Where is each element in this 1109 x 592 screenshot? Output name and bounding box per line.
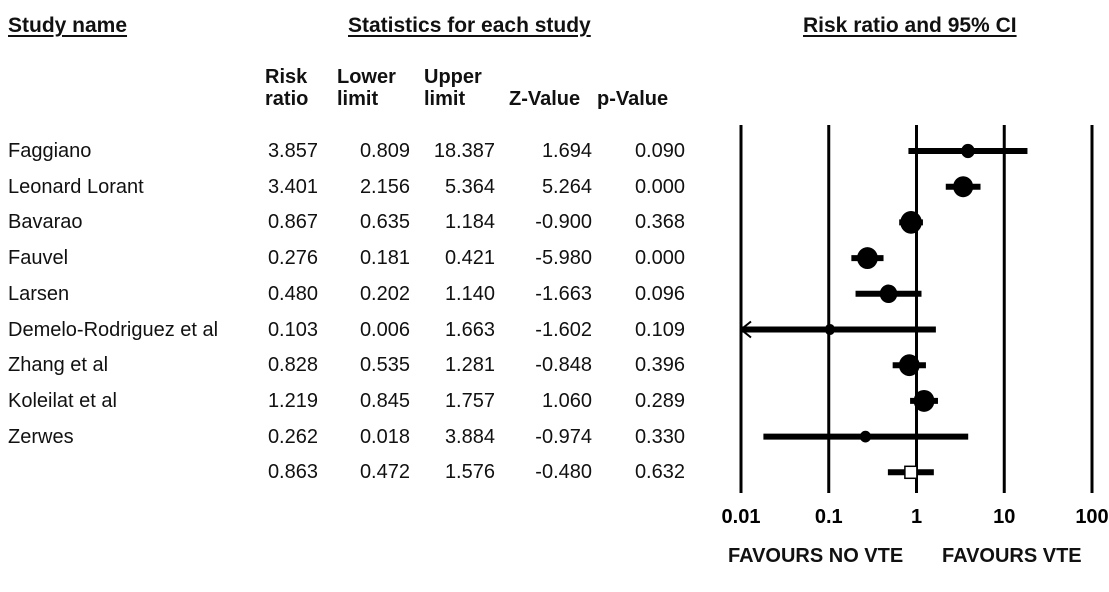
p-cell: 0.368 <box>634 211 685 234</box>
study-point <box>953 176 974 198</box>
p-cell: 0.289 <box>634 389 685 412</box>
lower-cell: 0.006 <box>359 318 410 341</box>
study-name-cell: Fauvel <box>8 247 69 270</box>
column-header-line2: limit <box>424 88 466 110</box>
column-header-line1: Upper <box>424 66 482 88</box>
study-point <box>898 354 920 377</box>
upper-cell: 5.364 <box>444 175 495 198</box>
z-cell: -5.980 <box>535 247 592 270</box>
p-cell: 0.632 <box>634 461 685 484</box>
study-point <box>857 247 878 270</box>
favours-vte-label: FAVOURS VTE <box>942 545 1082 567</box>
study-point <box>879 284 898 304</box>
column-header-line1 <box>597 66 668 88</box>
p-cell: 0.396 <box>634 354 685 377</box>
rr-cell: 0.262 <box>267 425 318 448</box>
column-header-line2: p-Value <box>597 88 669 110</box>
z-cell: 5.264 <box>541 175 592 198</box>
ci-arrow <box>739 320 752 339</box>
column-header: Upper limit <box>424 66 482 110</box>
rr-cell: 0.867 <box>267 211 318 234</box>
lower-cell: 2.156 <box>359 175 410 198</box>
p-cell: 0.109 <box>634 318 685 341</box>
z-cell: -0.848 <box>535 354 592 377</box>
upper-cell: 0.421 <box>444 247 495 270</box>
rr-cell: 0.276 <box>267 247 318 270</box>
z-cell: -1.663 <box>535 282 592 305</box>
study-name-cell: Koleilat et al <box>8 389 117 412</box>
upper-cell: 18.387 <box>433 140 495 162</box>
lower-cell: 0.472 <box>359 461 410 484</box>
column-header-line2: Z-Value <box>509 88 581 110</box>
z-cell: -1.602 <box>535 318 592 341</box>
x-tick-label: 0.01 <box>722 506 761 528</box>
x-tick-label: 1 <box>911 506 922 528</box>
z-cell: -0.900 <box>535 211 592 234</box>
column-header-line1 <box>509 66 580 88</box>
column-header-line2: ratio <box>265 88 309 110</box>
upper-cell: 1.576 <box>444 461 495 484</box>
study-point <box>961 143 975 159</box>
p-cell: 0.000 <box>634 247 685 270</box>
upper-cell: 1.140 <box>444 282 495 305</box>
rr-cell: 0.863 <box>267 461 318 484</box>
study-name-cell: Zhang et al <box>8 354 109 377</box>
column-header: Lower limit <box>337 66 396 110</box>
study-point <box>913 389 935 412</box>
pooled-point <box>904 465 918 480</box>
rr-cell: 0.828 <box>267 354 318 377</box>
lower-cell: 0.181 <box>359 247 410 270</box>
p-cell: 0.096 <box>634 282 685 305</box>
upper-cell: 1.757 <box>444 389 495 412</box>
upper-cell: 1.281 <box>444 354 495 377</box>
rr-cell: 3.401 <box>267 175 318 198</box>
study-name-cell: Leonard Lorant <box>8 175 144 198</box>
column-header: p-Value <box>597 66 668 110</box>
favours-no-vte-label: FAVOURS NO VTE <box>728 545 904 567</box>
study-point <box>900 211 922 234</box>
x-tick-label: 0.1 <box>815 506 843 528</box>
column-header: Z-Value <box>509 66 580 110</box>
study-point <box>824 324 836 335</box>
z-cell: 1.060 <box>541 389 592 412</box>
study-name-cell: Faggiano <box>8 140 92 162</box>
lower-cell: 0.809 <box>359 140 410 162</box>
study-name-cell: Bavarao <box>8 211 83 234</box>
upper-cell: 1.663 <box>444 318 495 341</box>
plot-header: Risk ratio and 95% CI <box>803 14 1017 37</box>
lower-cell: 0.635 <box>359 211 410 234</box>
study-name-cell: Zerwes <box>8 425 74 448</box>
column-header-line1: Risk <box>265 66 308 88</box>
study-name-cell: Larsen <box>8 282 70 305</box>
lower-cell: 0.535 <box>359 354 410 377</box>
upper-cell: 1.184 <box>444 211 495 234</box>
study-name-header: Study name <box>8 14 128 37</box>
p-cell: 0.000 <box>634 175 685 198</box>
study-name-cell: Demelo-Rodriguez et al <box>8 318 219 341</box>
rr-cell: 0.103 <box>267 318 318 341</box>
p-cell: 0.330 <box>634 425 685 448</box>
lower-cell: 0.018 <box>359 425 410 448</box>
z-cell: 1.694 <box>541 140 592 162</box>
forest-plot: 0.01 0.1 1 10 100 <box>722 125 1109 528</box>
lower-cell: 0.202 <box>359 282 410 305</box>
study-point <box>859 430 872 443</box>
x-tick-label: 100 <box>1075 506 1108 528</box>
rr-cell: 1.219 <box>267 389 318 412</box>
p-cell: 0.090 <box>634 140 685 162</box>
x-tick-label: 10 <box>993 506 1015 528</box>
rr-cell: 3.857 <box>267 140 318 162</box>
lower-cell: 0.845 <box>359 389 410 412</box>
column-header: Risk ratio <box>265 66 308 110</box>
statistics-header: Statistics for each study <box>348 14 591 37</box>
column-header-line1: Lower <box>337 66 396 88</box>
column-header-line2: limit <box>337 88 379 110</box>
z-cell: -0.480 <box>535 461 592 484</box>
z-cell: -0.974 <box>535 425 592 448</box>
upper-cell: 3.884 <box>444 425 495 448</box>
rr-cell: 0.480 <box>267 282 318 305</box>
